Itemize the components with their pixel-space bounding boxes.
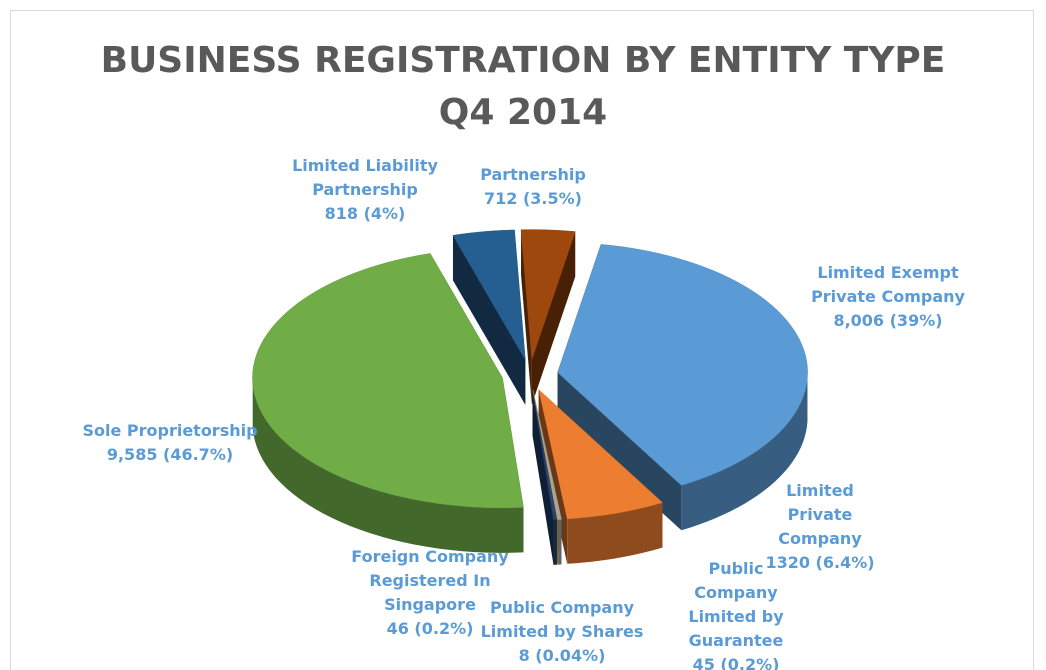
slice [532,390,562,520]
value-label: 712 (3.5%) [484,189,582,208]
slice [538,388,663,520]
slice-wall [557,519,558,565]
chart-title: BUSINESS REGISTRATION BY ENTITY TYPE [100,40,946,81]
data-label: Limited Private Company 1320 (6.4%) [755,479,885,575]
category-label: Limited Liability Partnership [292,156,438,199]
data-label: Limited Exempt Private Company 8,006 (39%… [793,261,983,333]
slice [557,244,808,486]
data-label: Public Company Limited by Guarantee 45 (0… [671,557,801,670]
category-label: Limited Exempt Private Company [811,263,965,306]
slice-wall [681,376,808,531]
slice-side [557,372,682,531]
slice [252,253,524,509]
chart-frame [10,10,1034,670]
value-label: 8 (0.04%) [518,646,606,665]
category-label: Limited Private Company [778,481,862,548]
slice [520,229,576,360]
slice-wall [252,383,524,553]
slice-wall [567,502,663,564]
slice-side [531,231,576,405]
category-label: Public Company Limited by Shares [480,598,644,641]
value-label: 45 (0.2%) [692,655,780,670]
category-label: Foreign Company Registered In Singapore [351,547,509,614]
data-label: Public Company Limited by Shares 8 (0.04%… [477,596,647,668]
slice-side [521,229,532,405]
value-label: 818 (4%) [324,204,406,223]
category-label: Partnership [480,165,586,184]
value-label: 8,006 (39%) [833,311,943,330]
data-label: Foreign Company Registered In Singapore 4… [335,545,525,641]
slice [532,390,559,520]
data-label: Limited Liability Partnership 818 (4%) [285,154,445,226]
slice-side [532,390,554,565]
data-label: Partnership 712 (3.5%) [473,163,593,211]
slice-side [452,235,526,405]
value-label: 9,585 (46.7%) [106,445,234,464]
chart-subtitle: Q4 2014 [438,92,608,133]
data-label: Sole Proprietorship 9,585 (46.7%) [75,419,265,467]
value-label: 1320 (6.4%) [765,553,875,572]
category-label: Public Company Limited by Guarantee [688,559,784,650]
slice [532,390,558,521]
slice [452,229,526,360]
slice-wall [553,519,558,565]
value-label: 46 (0.2%) [386,619,474,638]
category-label: Sole Proprietorship [82,421,258,440]
slice-wall [558,519,562,565]
